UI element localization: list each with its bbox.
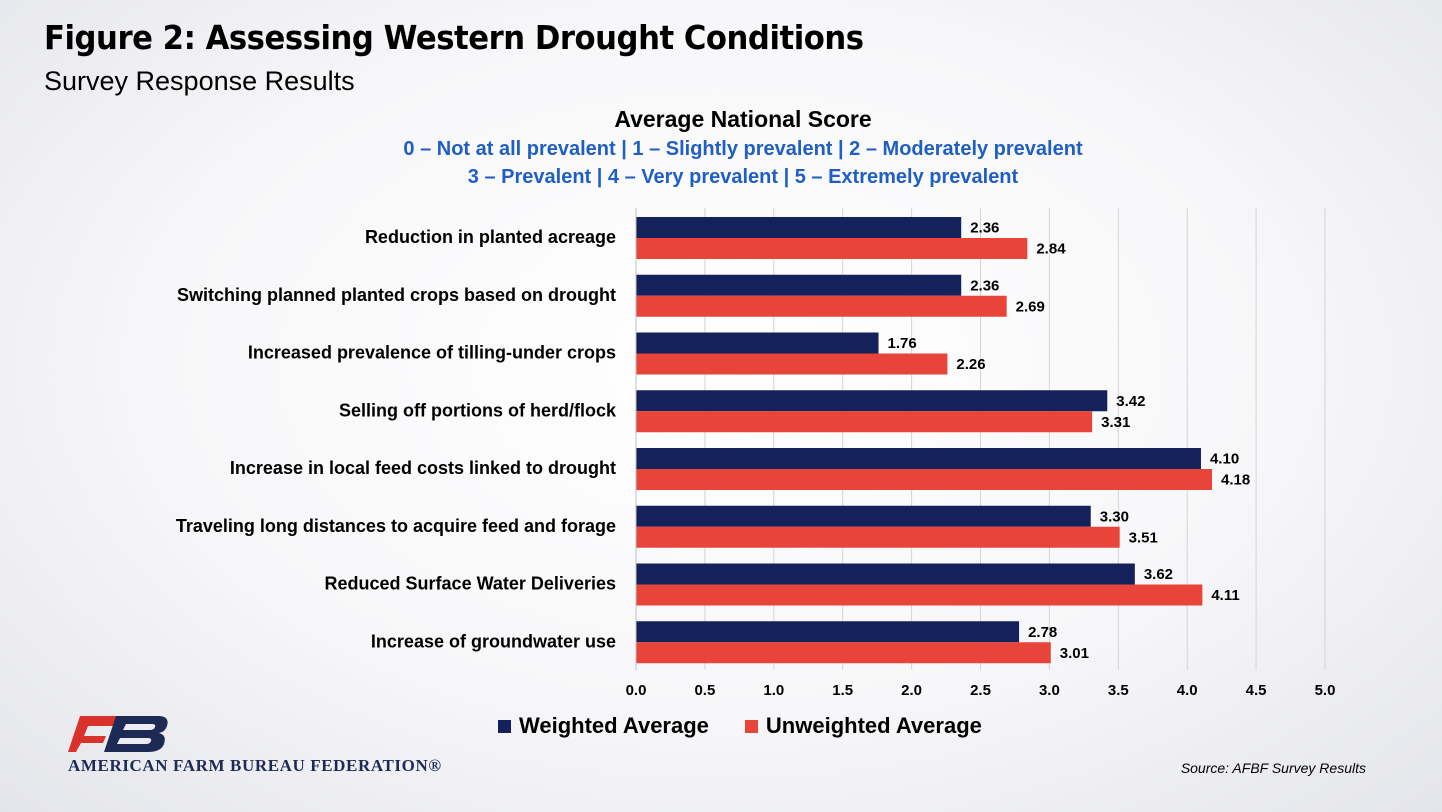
category-label: Reduced Surface Water Deliveries xyxy=(325,574,616,594)
bar-unweighted xyxy=(636,469,1213,490)
bar-weighted xyxy=(636,448,1201,469)
x-tick-label: 3.0 xyxy=(1039,682,1060,699)
legend-item-weighted: Weighted Average xyxy=(498,713,709,739)
bar-unweighted xyxy=(636,353,948,375)
bar-weighted xyxy=(636,274,962,296)
legend-swatch-unweighted xyxy=(744,719,758,733)
source-note: Source: AFBF Survey Results xyxy=(1180,760,1366,776)
x-tick-label: 0.0 xyxy=(626,682,647,699)
data-label: 3.31 xyxy=(1101,414,1130,431)
x-tick-label: 1.5 xyxy=(832,682,853,699)
logo-red-stripe xyxy=(68,716,120,752)
data-label: 3.42 xyxy=(1116,393,1145,410)
data-label: 3.51 xyxy=(1129,529,1158,546)
legend-label-unweighted: Unweighted Average xyxy=(765,713,982,738)
bar-unweighted xyxy=(636,411,1093,433)
legend-item-unweighted: Unweighted Average xyxy=(744,713,982,739)
data-label: 2.26 xyxy=(956,356,985,373)
data-label: 4.18 xyxy=(1221,472,1250,489)
x-tick-label: 5.0 xyxy=(1315,682,1336,699)
x-tick-label: 1.0 xyxy=(763,682,784,699)
category-label: Increase of groundwater use xyxy=(371,631,616,651)
data-label: 3.01 xyxy=(1060,645,1089,662)
category-label: Increase in local feed costs linked to d… xyxy=(230,458,616,478)
afbf-logo-text: AMERICAN FARM BUREAU FEDERATION® xyxy=(68,756,442,775)
data-label: 3.62 xyxy=(1144,566,1173,583)
data-label: 2.84 xyxy=(1036,241,1066,258)
data-label: 3.30 xyxy=(1100,508,1129,525)
data-label: 1.76 xyxy=(888,335,917,352)
bar-weighted xyxy=(636,563,1135,585)
data-label: 4.11 xyxy=(1211,587,1239,604)
x-tick-label: 2.5 xyxy=(970,682,991,699)
data-label: 4.10 xyxy=(1210,451,1239,468)
category-label: Reduction in planted acreage xyxy=(365,227,616,247)
x-tick-label: 0.5 xyxy=(694,682,715,699)
scale-description-line-1: 0 – Not at all prevalent | 1 – Slightly … xyxy=(403,138,1083,160)
x-tick-label: 2.0 xyxy=(901,682,922,699)
data-label: 2.69 xyxy=(1016,298,1045,315)
data-label: 2.78 xyxy=(1028,624,1057,641)
bar-unweighted xyxy=(636,526,1120,548)
x-tick-label: 4.5 xyxy=(1246,682,1267,699)
legend-label-weighted: Weighted Average xyxy=(519,713,709,738)
data-label: 2.36 xyxy=(970,277,999,294)
figure-title: Figure 2: Assessing Western Drought Cond… xyxy=(44,18,864,57)
chart-legend: Weighted Average Unweighted Average xyxy=(498,713,1018,739)
x-tick-label: 4.0 xyxy=(1177,682,1198,699)
x-tick-label: 3.5 xyxy=(1108,682,1129,699)
category-label: Switching planned planted crops based on… xyxy=(177,285,616,305)
chart-title: Average National Score xyxy=(614,106,872,132)
bar-weighted xyxy=(636,505,1091,527)
bar-unweighted xyxy=(636,584,1203,606)
data-label: 2.36 xyxy=(970,220,999,237)
bar-weighted xyxy=(636,332,879,354)
bar-weighted xyxy=(636,390,1108,412)
figure-subtitle: Survey Response Results xyxy=(44,66,355,96)
category-label: Selling off portions of herd/flock xyxy=(339,400,617,420)
legend-swatch-weighted xyxy=(498,719,511,733)
bar-weighted xyxy=(636,621,1020,643)
bar-unweighted xyxy=(636,295,1007,317)
scale-description-line-2: 3 – Prevalent | 4 – Very prevalent | 5 –… xyxy=(467,166,1019,188)
logo-blue-b xyxy=(104,716,168,752)
category-label: Increased prevalence of tilling-under cr… xyxy=(248,343,616,363)
bar-unweighted xyxy=(636,238,1028,259)
bar-unweighted xyxy=(636,642,1051,664)
bar-weighted xyxy=(636,217,962,238)
afbf-logo-icon xyxy=(68,716,168,752)
category-label: Traveling long distances to acquire feed… xyxy=(176,516,616,536)
